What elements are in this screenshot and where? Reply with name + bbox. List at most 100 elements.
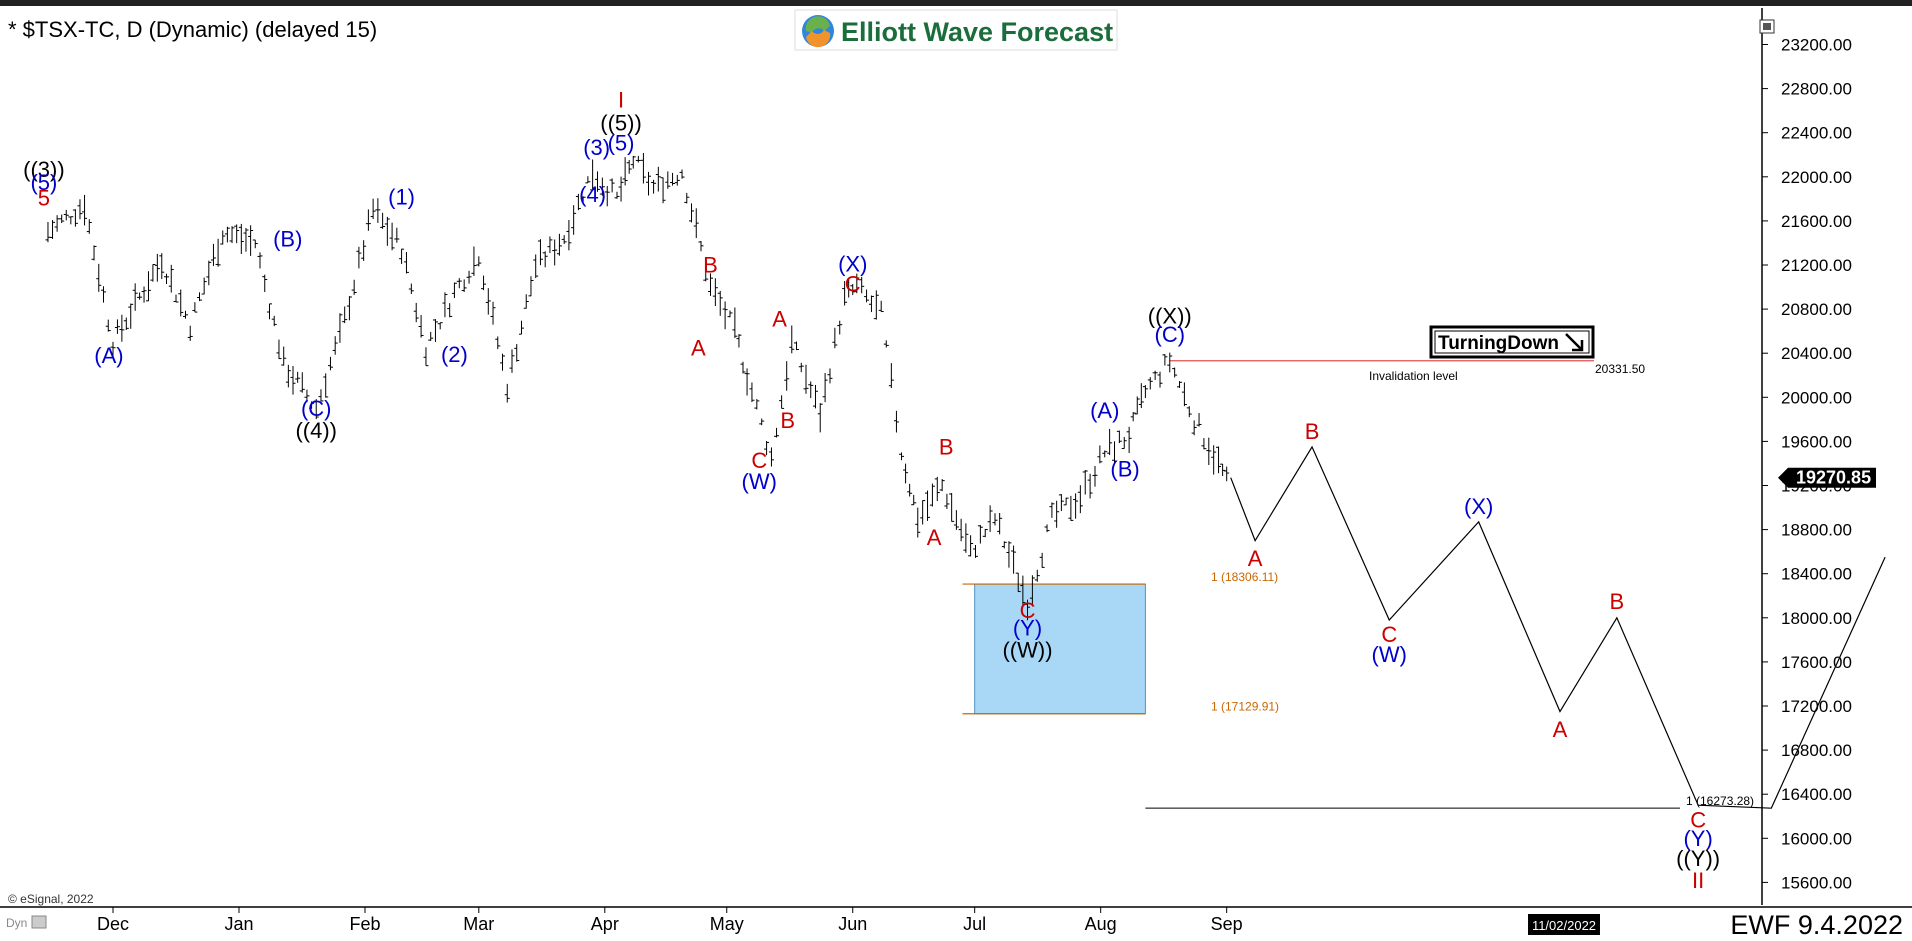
y-tick-label: 22000.00 [1781,168,1852,187]
wave-label: (X) [1464,494,1493,519]
x-tick-label: Feb [349,914,380,934]
wave-label: ((5)) [600,110,642,135]
wave-label: (C) [1155,322,1186,347]
wave-label: ((W)) [1002,637,1052,662]
wave-labels: ((3))(5)5(A)(B)(C)((4))(1)(2)(3)(4)I((5)… [23,87,1720,893]
y-tick-label: 18000.00 [1781,609,1852,628]
invalidation-label: Invalidation level [1369,369,1458,383]
wave-label: (Y) [1683,826,1712,851]
x-tick-label: Dec [97,914,129,934]
level-lines: Invalidation level 20331.50 1 (18306.11) 1 … [962,360,1754,809]
wave-label: B [1305,419,1320,444]
y-tick-label: 17600.00 [1781,653,1852,672]
projection-path [1230,445,1886,809]
y-tick-label: 18800.00 [1781,521,1852,540]
wave-label: C [1020,598,1036,623]
y-tick-label: 21600.00 [1781,212,1852,231]
y-tick-label: 17200.00 [1781,697,1852,716]
wave-label: B [780,408,795,433]
wave-label: B [1610,589,1625,614]
turning-down-badge: TurningDown [1429,325,1595,359]
top-border [0,0,1912,6]
price-bars [45,152,1230,621]
wave-label: C [845,271,861,296]
date-marker: 11/02/2022 [1528,914,1600,935]
turning-down-label: TurningDown [1438,333,1559,354]
y-tick-label: 20000.00 [1781,388,1852,407]
arrow-down-right-icon [1565,333,1584,352]
wave-label: A [1553,717,1568,742]
y-tick-label: 23200.00 [1781,36,1852,55]
x-tick-label: Aug [1085,914,1117,934]
wave-label: (5) [30,170,57,195]
wave-label: A [772,307,787,332]
y-tick-label: 16400.00 [1781,785,1852,804]
target-zone-box [974,583,1146,715]
wave-label: ((X)) [1148,303,1192,328]
wave-label: B [939,435,954,460]
wave-label: B [703,253,718,278]
y-tick-label: 20400.00 [1781,344,1852,363]
wave-label: C [751,448,767,473]
x-tick-label: May [710,914,744,934]
x-tick-label: Sep [1211,914,1243,934]
wave-label: I [618,87,624,112]
wave-label: (1) [388,184,415,209]
y-tick-label: 16800.00 [1781,741,1852,760]
wave-label: (4) [579,182,606,207]
y-tick-label: 18400.00 [1781,565,1852,584]
wave-label: ((3)) [23,157,65,182]
y-tick-label: 15600.00 [1781,873,1852,892]
dyn-badge: Dyn [6,915,47,930]
wave-label: (W) [1372,642,1407,667]
chart-title: * $TSX-TC, D (Dynamic) (delayed 15) [8,17,377,42]
y-tick-label: 20800.00 [1781,300,1852,319]
wave-label: (Y) [1013,615,1042,640]
wave-label: (C) [301,396,332,421]
wave-label: A [691,335,706,360]
x-tick-label: Jun [838,914,867,934]
wave-label: ((4)) [295,418,337,443]
y-tick-label: 16000.00 [1781,829,1852,848]
invalidation-value: 20331.50 [1595,362,1645,376]
target-level-label: 1 (16273.28) [1686,794,1754,808]
wave-label: A [927,525,942,550]
wave-label: C [1690,807,1706,832]
y-tick-label: 22400.00 [1781,124,1852,143]
wave-label: C [1381,622,1397,647]
x-tick-label: Mar [463,914,494,934]
current-price-tag: 19270.85 [1778,467,1876,488]
logo-text: Elliott Wave Forecast [841,17,1113,47]
logo-swirl-icon [802,15,834,48]
current-price-label: 19270.85 [1796,468,1871,488]
wave-label: (A) [94,343,123,368]
wave-label: (2) [441,342,468,367]
y-tick-label: 19600.00 [1781,432,1852,451]
y-tick-label: 21200.00 [1781,256,1852,275]
brand-logo: Elliott Wave Forecast [794,9,1118,51]
wave-label: ((Y)) [1676,846,1720,871]
x-tick-label: Jul [963,914,986,934]
wave-label: (5) [608,130,635,155]
x-tick-label: Jan [224,914,253,934]
y-axis-ticks: 23200.00 22800.00 22400.00 22000.00 21600.00… [1762,36,1852,892]
x-axis-ticks: Dec Jan Feb Mar Apr May Jun Jul Aug Sep [97,907,1243,934]
window-restore-icon[interactable] [1759,19,1775,34]
wave-label: A [1248,546,1263,571]
wave-label: (X) [838,252,867,277]
fib-level-label: 1 (18306.11) [1211,570,1278,584]
fib-level-label: 1 (17129.91) [1211,700,1279,714]
wave-label: (B) [1110,457,1139,482]
dyn-label: Dyn [6,916,27,930]
date-marker-text: 11/02/2022 [1532,918,1596,933]
y-tick-label: 22800.00 [1781,80,1852,99]
wave-label: (3) [583,135,610,160]
wave-label: (B) [273,226,302,251]
wave-label: (A) [1090,398,1119,423]
wave-label: II [1692,868,1704,893]
copyright-text: © eSignal, 2022 [8,892,94,906]
wave-label: 5 [38,185,50,210]
footer-brand: EWF 9.4.2022 [1730,910,1903,940]
x-tick-label: Apr [591,914,619,934]
